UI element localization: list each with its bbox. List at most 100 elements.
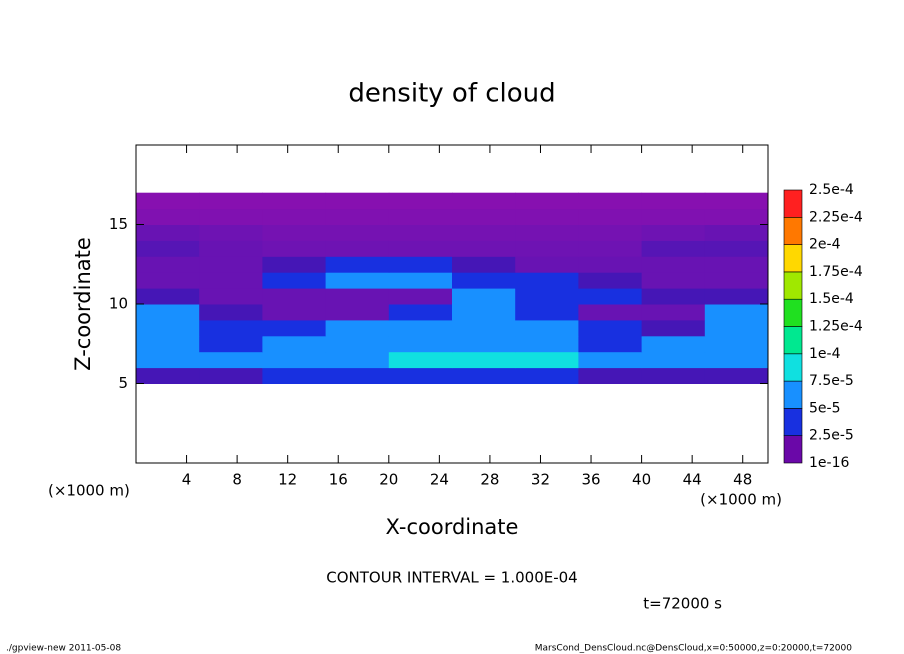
x-tick-label: 36 (581, 471, 600, 489)
heatmap-cell (262, 224, 327, 241)
x-tick-label: 32 (531, 471, 550, 489)
heatmap-cell (262, 367, 327, 384)
heatmap-cell (452, 256, 516, 273)
heatmap-cell (325, 335, 390, 353)
colorbar-label: 1.75e-4 (809, 264, 863, 280)
heatmap-cell (641, 351, 706, 369)
colorbar-bin (783, 326, 803, 355)
colorbar-label: 2e-4 (809, 237, 841, 253)
heatmap-cell (578, 335, 643, 353)
colorbar-label: 1.5e-4 (809, 291, 854, 307)
x-unit-label: (×1000 m) (48, 482, 130, 500)
heatmap-cell (325, 192, 390, 210)
heatmap-cell (704, 208, 769, 225)
colorbar-bin (783, 244, 803, 273)
heatmap-cell (578, 319, 643, 337)
heatmap-cell (641, 319, 706, 337)
heatmap-cell (388, 367, 453, 384)
heatmap-cell (388, 351, 453, 369)
heatmap-cell (704, 319, 769, 337)
heatmap-cell (262, 335, 327, 353)
heatmap-cell (136, 192, 200, 210)
heatmap-cell (262, 240, 327, 257)
heatmap-cell (704, 335, 769, 353)
heatmap-cell (641, 335, 706, 353)
heatmap-cell (704, 192, 769, 210)
heatmap-cell (199, 351, 263, 369)
y-axis-label: Z-coordinate (71, 237, 95, 371)
heatmap-cell (388, 208, 453, 225)
heatmap-cell (262, 351, 327, 369)
colorbar-label: 2.25e-4 (809, 209, 863, 225)
colorbar-label: 2.5e-4 (809, 182, 854, 198)
heatmap-cell (704, 256, 769, 273)
heatmap-cell (388, 335, 453, 353)
colorbar-bin (783, 408, 803, 436)
colorbar-bin (783, 435, 803, 464)
y-tick-label: 5 (118, 374, 128, 392)
heatmap-cell (515, 351, 579, 369)
colorbar-label: 2.5e-5 (809, 428, 854, 444)
heatmap-cell (262, 256, 327, 273)
heatmap-cell (704, 351, 769, 369)
heatmap-cell (704, 240, 769, 257)
heatmap-cell (388, 192, 453, 210)
heatmap-cell (262, 304, 327, 321)
heatmap-cell (388, 304, 453, 321)
heatmap-cell (452, 272, 516, 289)
x-tick-label: 20 (379, 471, 398, 489)
heatmap-cell (199, 240, 263, 257)
heatmap-cell (199, 192, 263, 210)
heatmap-cell (515, 367, 579, 384)
heatmap-cell (136, 319, 200, 337)
time-note: t=72000 s (643, 595, 722, 613)
heatmap-cell (199, 367, 263, 384)
heatmap-cell (641, 304, 706, 321)
heatmap-cell (515, 319, 579, 337)
heatmap-cell (262, 288, 327, 305)
heatmap-cell (578, 192, 643, 210)
heatmap-cell (136, 208, 200, 225)
heatmap-cell (262, 192, 327, 210)
heatmap-cell (641, 288, 706, 305)
x-tick-label: 28 (480, 471, 499, 489)
heatmap-cell (641, 208, 706, 225)
heatmap-cell (325, 304, 390, 321)
heatmap-cell (136, 256, 200, 273)
colorbar-label: 7.5e-5 (809, 373, 854, 389)
heatmap-cell (452, 192, 516, 210)
heatmap-cell (199, 208, 263, 225)
x-tick-label: 8 (232, 471, 242, 489)
heatmap-cell (515, 240, 579, 257)
heatmap-cell (515, 192, 579, 210)
heatmap-cell (325, 319, 390, 337)
heatmap-cell (325, 367, 390, 384)
colorbar-label: 1e-4 (809, 346, 841, 362)
heatmap-cell (452, 208, 516, 225)
heatmap-cell (452, 367, 516, 384)
heatmap-cell (704, 288, 769, 305)
plot-frame (135, 144, 769, 464)
heatmap-cell (641, 272, 706, 289)
heatmap-cell (452, 319, 516, 337)
heatmap-cell (452, 240, 516, 257)
x-tick-label: 24 (430, 471, 449, 489)
heatmap-cell (578, 240, 643, 257)
heatmap-cell (136, 224, 200, 241)
heatmap-cell (578, 304, 643, 321)
heatmap-cell (199, 288, 263, 305)
heatmap-cell (325, 288, 390, 305)
heatmap-cell (578, 367, 643, 384)
heatmap-cell (515, 224, 579, 241)
heatmap-cell (199, 224, 263, 241)
heatmap-cell (136, 272, 200, 289)
heatmap-cell (704, 367, 769, 384)
heatmap-cell (641, 256, 706, 273)
x-tick-label: 12 (278, 471, 297, 489)
heatmap-cell (325, 240, 390, 257)
heatmap-cell (578, 208, 643, 225)
x-unit-label: (×1000 m) (700, 491, 782, 509)
x-tick-label: 48 (733, 471, 752, 489)
heatmap-cell (199, 304, 263, 321)
heatmap-cell (136, 351, 200, 369)
